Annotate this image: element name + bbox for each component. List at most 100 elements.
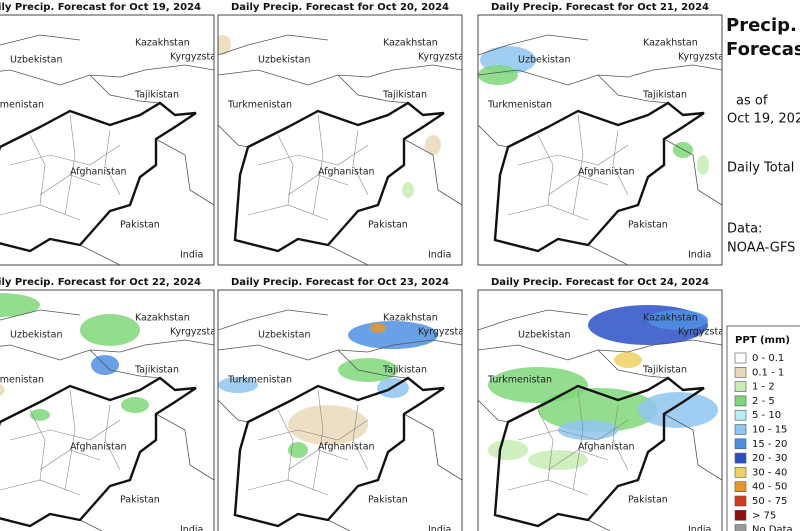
map-content: Kazakhstan Kyrgyzstan Uzbekistan Tajikistan… (218, 309, 470, 531)
province-border (29, 409, 46, 481)
country-label: Kazakhstan (383, 313, 438, 324)
precip-area (288, 442, 308, 458)
province-border (352, 404, 369, 471)
map-frame (477, 14, 723, 266)
country-border (478, 339, 722, 361)
province-border (247, 479, 329, 496)
country-border (337, 74, 409, 104)
afghanistan-border (233, 376, 445, 528)
province-border (352, 129, 369, 196)
country-label: India (688, 525, 711, 531)
side-text: NOAA-GFS (727, 241, 795, 256)
legend-label: 5 - 10 (752, 410, 781, 421)
map-frame (217, 14, 463, 266)
precip-area (218, 35, 231, 55)
legend-swatch (734, 438, 747, 450)
country-border (218, 339, 462, 361)
country-label: Kyrgyzstan (170, 327, 222, 338)
country-label: Pakistan (120, 220, 160, 231)
precip-area (338, 358, 398, 382)
country-border (0, 64, 214, 86)
province-border (39, 449, 101, 471)
country-border (327, 519, 351, 531)
legend-swatch (734, 366, 747, 378)
legend-label: No Data (752, 525, 793, 531)
province-border (572, 114, 584, 216)
precip-area (673, 142, 693, 158)
map-content: Kazakhstan Kyrgyzstan Uzbekistan Tajikistan… (478, 305, 722, 531)
province-border (64, 389, 76, 491)
side-text: as of (736, 94, 768, 109)
country-label: Uzbekistan (258, 55, 310, 66)
province-border (312, 114, 324, 216)
map: Kazakhstan Kyrgyzstan Uzbekistan Tajikistan… (478, 290, 722, 531)
country-label: Afghanistan (70, 167, 127, 178)
province-border (9, 419, 121, 441)
panel-title: Daily Precip. Forecast for Oct 22, 2024 (0, 277, 201, 288)
province-border (277, 134, 294, 206)
province-border (612, 404, 629, 471)
legend-swatch (734, 481, 747, 493)
country-label: Turkmenistan (0, 375, 44, 386)
province-border (287, 174, 349, 196)
precip-area (528, 450, 588, 470)
legend-swatch (734, 467, 747, 478)
legend-label: 20 - 30 (752, 453, 787, 464)
map-panel: Daily Precip. Forecast for Oct 21, 2024 K… (477, 2, 723, 266)
legend-swatch (734, 381, 747, 392)
country-border (155, 138, 214, 206)
panel-title: Daily Precip. Forecast for Oct 19, 2024 (0, 2, 201, 13)
country-label: Uzbekistan (258, 330, 310, 341)
legend-label: 15 - 20 (752, 439, 787, 450)
province-border (247, 204, 329, 221)
map-bg (0, 15, 214, 265)
precip-area (614, 352, 642, 368)
legend-label: 10 - 15 (752, 425, 787, 436)
precip-area (288, 405, 368, 445)
precip-area (402, 182, 414, 198)
precip-area (0, 293, 40, 317)
country-border (89, 74, 161, 104)
legend-label: 50 - 75 (752, 496, 787, 507)
country-border (218, 124, 249, 148)
country-border (0, 309, 81, 321)
legend-swatch (734, 509, 747, 521)
country-label: Tajikistan (382, 90, 427, 101)
legend-swatch (734, 495, 747, 507)
map-frame (217, 289, 463, 531)
country-border (79, 519, 103, 531)
legend-swatch (734, 395, 747, 407)
province-border (537, 134, 554, 206)
country-label: Tajikistan (382, 365, 427, 376)
province-border (257, 419, 369, 441)
country-border (478, 124, 509, 148)
map-content: Kazakhstan Kyrgyzstan Uzbekistan Tajikistan… (0, 293, 222, 531)
country-border (478, 64, 722, 86)
side-title: Precip. (726, 15, 797, 36)
afghanistan-border (233, 101, 445, 253)
legend-label: 0.1 - 1 (752, 367, 784, 378)
country-border (478, 309, 589, 331)
country-label: Turkmenistan (227, 100, 292, 111)
country-label: Pakistan (120, 495, 160, 506)
country-label: Kazakhstan (643, 313, 698, 324)
province-border (547, 449, 609, 471)
precip-area (218, 377, 258, 393)
province-border (277, 409, 294, 481)
legend-label: > 75 (752, 510, 776, 521)
panel-title: Daily Precip. Forecast for Oct 21, 2024 (491, 2, 709, 13)
map-frame (477, 289, 723, 531)
side-text: Oct 19, 2024 (727, 112, 800, 127)
map-panel: Daily Precip. Forecast for Oct 19, 2024 K… (0, 2, 215, 266)
province-border (104, 404, 121, 471)
country-border (218, 64, 462, 86)
precip-area (697, 155, 709, 175)
country-label: India (428, 250, 451, 261)
map-content: Kazakhstan Kyrgyzstan Uzbekistan Tajikistan… (0, 34, 214, 265)
country-label: Kyrgyzstan (418, 327, 470, 338)
country-border (663, 413, 722, 481)
precip-area (425, 135, 441, 155)
map: Kazakhstan Kyrgyzstan Uzbekistan Tajikistan… (218, 290, 470, 531)
province-border (64, 114, 76, 216)
